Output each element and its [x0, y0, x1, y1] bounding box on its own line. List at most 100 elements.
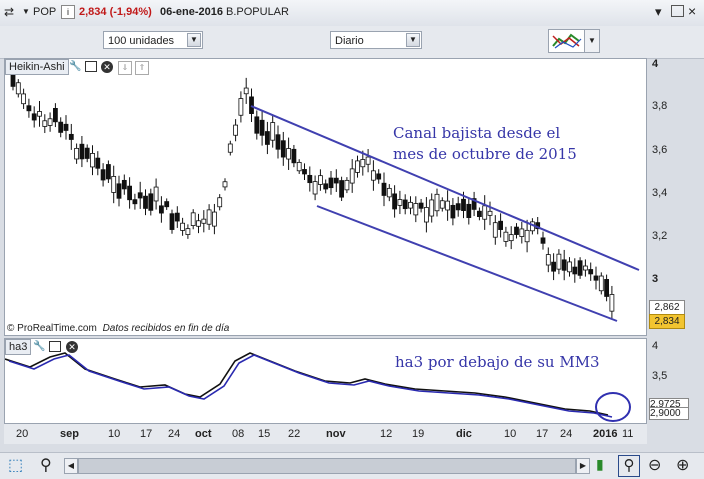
symbol-label[interactable]: POP: [33, 6, 57, 18]
maximize-icon[interactable]: [671, 5, 684, 17]
copyright-text: © ProRealTime.com: [7, 323, 97, 334]
candle-body: [312, 181, 318, 195]
current-price-label: 2,834: [649, 314, 685, 329]
indicators-button[interactable]: [548, 29, 586, 53]
candle-body: [280, 140, 286, 158]
bar-chart-icon[interactable]: ▮: [596, 456, 604, 472]
channel-annotation: Canal bajista desde el mes de octubre de…: [393, 123, 577, 165]
candle-body: [148, 193, 154, 211]
candle-body: [286, 148, 292, 160]
candle-body: [15, 82, 21, 95]
candle-body: [339, 180, 345, 198]
panel-label-heikin-ashi[interactable]: Heikin-Ashi: [5, 59, 69, 75]
zoom-reset-icon[interactable]: ⚲: [40, 457, 52, 474]
candle-body: [317, 175, 323, 185]
indicator-chart-canvas[interactable]: [5, 339, 646, 423]
candle-body: [492, 222, 498, 238]
window-icon[interactable]: [49, 341, 61, 352]
candle-body: [333, 177, 339, 184]
date-tick: 08: [232, 428, 245, 440]
chart-toolbar: 100 unidades ▼ Diario ▼ ▼: [0, 26, 704, 59]
zoom-out-icon[interactable]: ⊖: [648, 457, 662, 474]
candle-body: [185, 228, 191, 235]
price-chart-panel[interactable]: Heikin-Ashi 🔧 ✕ ⇓ ⇑ © ProRealTime.com Da…: [4, 58, 647, 336]
zoom-in-icon[interactable]: ⊕: [676, 457, 690, 474]
chart-settings-icon[interactable]: ⬚: [8, 457, 24, 474]
candle-body: [291, 148, 297, 164]
date-tick: 20: [16, 428, 29, 440]
window-icon[interactable]: [85, 61, 97, 72]
candle-body: [90, 153, 95, 168]
panel-label-ha3[interactable]: ha3: [5, 339, 32, 355]
close-icon[interactable]: ✕: [101, 61, 113, 73]
candle-body: [328, 177, 334, 189]
candle-body: [598, 275, 604, 292]
price-chart-canvas[interactable]: [5, 59, 646, 335]
candle-body: [556, 253, 562, 270]
candle-body: [355, 160, 360, 173]
candle-body: [402, 199, 408, 210]
zoom-icon[interactable]: ⚲: [618, 455, 640, 477]
units-select[interactable]: 100 unidades ▼: [103, 31, 203, 49]
date-tick: 24: [168, 428, 181, 440]
chevron-down-icon[interactable]: ▼: [406, 33, 420, 47]
candle-body: [169, 213, 175, 230]
close-icon[interactable]: ✕: [66, 341, 78, 353]
move-down-icon[interactable]: ⇓: [118, 61, 132, 75]
candle-body: [227, 143, 233, 153]
window-close-icon[interactable]: ×: [688, 3, 697, 19]
date-tick: nov: [326, 428, 346, 440]
candle-body: [577, 260, 583, 276]
candle-body: [10, 74, 16, 87]
candle-body: [567, 261, 572, 273]
period-select[interactable]: Diario ▼: [330, 31, 422, 49]
date-tick: 10: [504, 428, 517, 440]
wrench-icon[interactable]: 🔧: [33, 341, 46, 352]
candle-body: [540, 237, 546, 244]
scroll-right-button[interactable]: ▶: [576, 458, 590, 474]
candle-body: [503, 231, 509, 242]
candle-body: [508, 234, 514, 242]
annotation-line-2: mes de octubre de 2015: [393, 145, 577, 163]
candle-body: [21, 93, 27, 105]
candle-body: [365, 156, 371, 165]
candle-body: [254, 116, 260, 134]
date-tick: sep: [60, 428, 79, 440]
channel-upper-line: [250, 105, 640, 271]
indicator-panel[interactable]: ha3 🔧 ✕ ha3 por debajo de su MM3: [4, 338, 647, 424]
horizontal-scrollbar[interactable]: [78, 458, 576, 474]
move-up-icon[interactable]: ⇑: [135, 61, 149, 75]
candle-body: [514, 226, 519, 235]
scroll-left-button[interactable]: ◀: [64, 458, 78, 474]
symbol-dropdown-icon[interactable]: ▼: [22, 7, 30, 16]
candle-body: [26, 105, 32, 112]
candle-body: [397, 199, 403, 206]
candle-body: [58, 121, 64, 133]
candle-body: [392, 193, 398, 210]
indicator-axis[interactable]: 4 3,5 2,9725 2,9000: [648, 338, 704, 424]
date-tick: 19: [412, 428, 425, 440]
indicators-dropdown-icon[interactable]: ▼: [584, 29, 600, 53]
wrench-icon[interactable]: 🔧: [69, 61, 82, 72]
minimize-icon[interactable]: ▾: [655, 4, 662, 19]
candle-body: [524, 229, 530, 243]
candle-body: [121, 179, 127, 190]
candle-body: [264, 131, 270, 145]
data-note: Datos recibidos en fin de día: [102, 323, 230, 334]
price-tick: 4: [652, 58, 659, 70]
candle-body: [487, 210, 493, 216]
candle-body: [572, 266, 578, 275]
candle-body: [233, 124, 239, 136]
date-axis[interactable]: 20 sep 10 17 24 oct 08 15 22 nov 12 19 dic 10 17 24 2016…: [4, 424, 647, 444]
price-axis[interactable]: 4 3,8 3,6 3,4 3,2 3 2,862 2,834: [648, 58, 704, 336]
candle-body: [344, 179, 350, 191]
date-tick: 12: [380, 428, 393, 440]
price-tick: 3,2: [652, 230, 668, 242]
chevron-down-icon[interactable]: ▼: [187, 33, 201, 47]
candle-body: [211, 211, 217, 227]
candle-body: [106, 164, 111, 180]
candle-body: [434, 193, 440, 212]
sync-arrows-icon[interactable]: ⇄: [4, 5, 15, 19]
info-icon[interactable]: i: [61, 5, 75, 19]
candle-body: [196, 220, 201, 227]
